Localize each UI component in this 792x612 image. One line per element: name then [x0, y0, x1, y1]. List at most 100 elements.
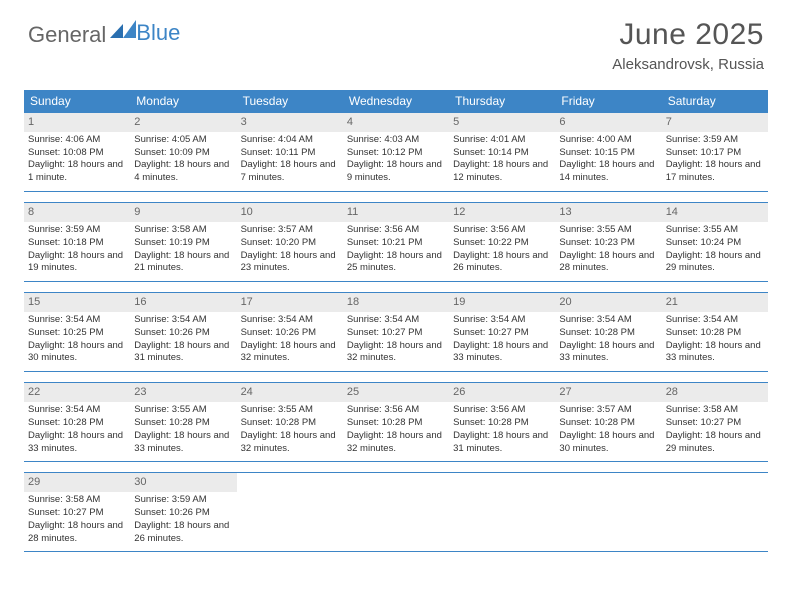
daylight-line: Daylight: 18 hours and 9 minutes.: [347, 159, 445, 185]
day-content: Sunrise: 4:04 AMSunset: 10:11 PMDaylight…: [237, 134, 343, 185]
sunset-line: Sunset: 10:25 PM: [28, 327, 126, 340]
sunrise-line: Sunrise: 3:54 AM: [241, 314, 339, 327]
day-number: 23: [130, 383, 236, 402]
sunset-line: Sunset: 10:21 PM: [347, 237, 445, 250]
day-content: Sunrise: 3:54 AMSunset: 10:26 PMDaylight…: [130, 314, 236, 365]
day-content: Sunrise: 3:54 AMSunset: 10:26 PMDaylight…: [237, 314, 343, 365]
day-content: Sunrise: 3:59 AMSunset: 10:17 PMDaylight…: [662, 134, 768, 185]
sunrise-line: Sunrise: 4:05 AM: [134, 134, 232, 147]
calendar-day-cell: 8Sunrise: 3:59 AMSunset: 10:18 PMDayligh…: [24, 203, 130, 281]
day-content: Sunrise: 3:58 AMSunset: 10:19 PMDaylight…: [130, 224, 236, 275]
day-number: 7: [662, 113, 768, 132]
page-subtitle: Aleksandrovsk, Russia: [612, 56, 764, 73]
sunset-line: Sunset: 10:09 PM: [134, 147, 232, 160]
daylight-line: Daylight: 18 hours and 33 minutes.: [134, 430, 232, 456]
day-content: Sunrise: 3:54 AMSunset: 10:27 PMDaylight…: [449, 314, 555, 365]
sunset-line: Sunset: 10:26 PM: [241, 327, 339, 340]
calendar-day-cell: 24Sunrise: 3:55 AMSunset: 10:28 PMDaylig…: [237, 383, 343, 461]
sunset-line: Sunset: 10:08 PM: [28, 147, 126, 160]
daylight-line: Daylight: 18 hours and 29 minutes.: [666, 250, 764, 276]
sunrise-line: Sunrise: 3:54 AM: [666, 314, 764, 327]
sunrise-line: Sunrise: 3:59 AM: [28, 224, 126, 237]
day-number: 25: [343, 383, 449, 402]
daylight-line: Daylight: 18 hours and 7 minutes.: [241, 159, 339, 185]
sunset-line: Sunset: 10:28 PM: [559, 327, 657, 340]
calendar-week-row: 1Sunrise: 4:06 AMSunset: 10:08 PMDayligh…: [24, 112, 768, 192]
sunrise-line: Sunrise: 3:54 AM: [559, 314, 657, 327]
sunset-line: Sunset: 10:27 PM: [453, 327, 551, 340]
day-number: 6: [555, 113, 661, 132]
daylight-line: Daylight: 18 hours and 30 minutes.: [28, 340, 126, 366]
day-content: Sunrise: 3:54 AMSunset: 10:28 PMDaylight…: [662, 314, 768, 365]
calendar-empty-cell: [555, 473, 661, 551]
sunrise-line: Sunrise: 3:59 AM: [666, 134, 764, 147]
calendar-week-row: 8Sunrise: 3:59 AMSunset: 10:18 PMDayligh…: [24, 202, 768, 282]
daylight-line: Daylight: 18 hours and 33 minutes.: [666, 340, 764, 366]
sunrise-line: Sunrise: 3:54 AM: [453, 314, 551, 327]
sunset-line: Sunset: 10:12 PM: [347, 147, 445, 160]
day-number: 17: [237, 293, 343, 312]
sunrise-line: Sunrise: 3:59 AM: [134, 494, 232, 507]
logo-mark-icon: [110, 18, 136, 44]
sunset-line: Sunset: 10:26 PM: [134, 507, 232, 520]
sunset-line: Sunset: 10:22 PM: [453, 237, 551, 250]
day-content: Sunrise: 4:00 AMSunset: 10:15 PMDaylight…: [555, 134, 661, 185]
sunset-line: Sunset: 10:20 PM: [241, 237, 339, 250]
sunset-line: Sunset: 10:15 PM: [559, 147, 657, 160]
calendar-day-cell: 18Sunrise: 3:54 AMSunset: 10:27 PMDaylig…: [343, 293, 449, 371]
day-content: Sunrise: 3:56 AMSunset: 10:28 PMDaylight…: [343, 404, 449, 455]
calendar-day-cell: 13Sunrise: 3:55 AMSunset: 10:23 PMDaylig…: [555, 203, 661, 281]
sunset-line: Sunset: 10:27 PM: [347, 327, 445, 340]
calendar-day-cell: 15Sunrise: 3:54 AMSunset: 10:25 PMDaylig…: [24, 293, 130, 371]
day-number: 4: [343, 113, 449, 132]
sunrise-line: Sunrise: 3:56 AM: [347, 404, 445, 417]
daylight-line: Daylight: 18 hours and 29 minutes.: [666, 430, 764, 456]
day-number: 28: [662, 383, 768, 402]
calendar-day-cell: 27Sunrise: 3:57 AMSunset: 10:28 PMDaylig…: [555, 383, 661, 461]
calendar-header-cell: Monday: [130, 90, 236, 112]
day-number: 2: [130, 113, 236, 132]
sunrise-line: Sunrise: 3:55 AM: [559, 224, 657, 237]
day-number: 3: [237, 113, 343, 132]
sunrise-line: Sunrise: 3:56 AM: [347, 224, 445, 237]
calendar-day-cell: 6 Sunrise: 4:00 AMSunset: 10:15 PMDayligh…: [555, 113, 661, 191]
calendar-day-cell: 28Sunrise: 3:58 AMSunset: 10:27 PMDaylig…: [662, 383, 768, 461]
calendar-header-cell: Friday: [555, 90, 661, 112]
sunrise-line: Sunrise: 3:56 AM: [453, 404, 551, 417]
daylight-line: Daylight: 18 hours and 32 minutes.: [347, 340, 445, 366]
daylight-line: Daylight: 18 hours and 4 minutes.: [134, 159, 232, 185]
sunset-line: Sunset: 10:17 PM: [666, 147, 764, 160]
daylight-line: Daylight: 18 hours and 21 minutes.: [134, 250, 232, 276]
day-number: 12: [449, 203, 555, 222]
day-number: 11: [343, 203, 449, 222]
page-title: June 2025: [612, 18, 764, 52]
calendar-day-cell: 19 Sunrise: 3:54 AMSunset: 10:27 PMDaylig…: [449, 293, 555, 371]
day-number: 5: [449, 113, 555, 132]
daylight-line: Daylight: 18 hours and 23 minutes.: [241, 250, 339, 276]
sunrise-line: Sunrise: 3:55 AM: [241, 404, 339, 417]
day-content: Sunrise: 3:57 AMSunset: 10:28 PMDaylight…: [555, 404, 661, 455]
day-content: Sunrise: 3:55 AMSunset: 10:28 PMDaylight…: [237, 404, 343, 455]
day-content: Sunrise: 4:03 AMSunset: 10:12 PMDaylight…: [343, 134, 449, 185]
calendar: SundayMondayTuesdayWednesdayThursdayFrid…: [24, 90, 768, 552]
calendar-day-cell: 12Sunrise: 3:56 AMSunset: 10:22 PMDaylig…: [449, 203, 555, 281]
sunrise-line: Sunrise: 3:57 AM: [559, 404, 657, 417]
calendar-week-row: 15Sunrise: 3:54 AMSunset: 10:25 PMDaylig…: [24, 292, 768, 372]
calendar-day-cell: 30Sunrise: 3:59 AMSunset: 10:26 PMDaylig…: [130, 473, 236, 551]
day-content: Sunrise: 3:55 AMSunset: 10:24 PMDaylight…: [662, 224, 768, 275]
daylight-line: Daylight: 18 hours and 31 minutes.: [453, 430, 551, 456]
sunrise-line: Sunrise: 3:58 AM: [28, 494, 126, 507]
daylight-line: Daylight: 18 hours and 31 minutes.: [134, 340, 232, 366]
calendar-day-cell: 20 Sunrise: 3:54 AMSunset: 10:28 PMDaylig…: [555, 293, 661, 371]
day-number: 13: [555, 203, 661, 222]
day-number: 10: [237, 203, 343, 222]
calendar-empty-cell: [449, 473, 555, 551]
sunrise-line: Sunrise: 3:54 AM: [134, 314, 232, 327]
calendar-day-cell: 22Sunrise: 3:54 AMSunset: 10:28 PMDaylig…: [24, 383, 130, 461]
sunset-line: Sunset: 10:28 PM: [666, 327, 764, 340]
calendar-empty-cell: [343, 473, 449, 551]
calendar-header-cell: Wednesday: [343, 90, 449, 112]
day-number: 20: [555, 293, 661, 312]
day-number: 19: [449, 293, 555, 312]
day-content: Sunrise: 3:54 AMSunset: 10:28 PMDaylight…: [555, 314, 661, 365]
